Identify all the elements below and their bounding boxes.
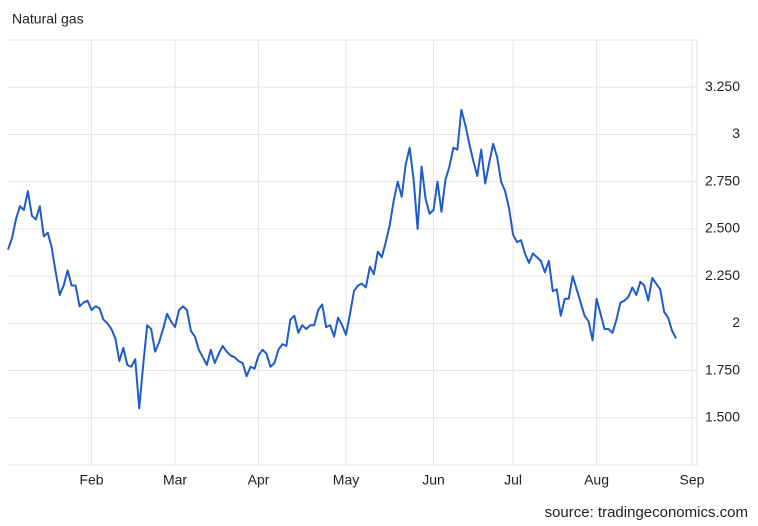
x-tick-label: Feb (79, 472, 103, 488)
x-tick-label: Jun (422, 472, 445, 488)
x-tick-label: Jul (504, 472, 522, 488)
y-tick-label: 2.250 (705, 267, 740, 283)
y-tick-label: 3 (732, 125, 740, 141)
y-tick-label: 2 (732, 314, 740, 330)
source-note: source: tradingeconomics.com (545, 504, 748, 521)
x-tick-label: Apr (248, 472, 270, 488)
y-tick-label: 3.250 (705, 78, 740, 94)
x-tick-label: Aug (584, 472, 609, 488)
y-tick-label: 1.750 (705, 361, 740, 377)
x-tick-label: Mar (163, 472, 187, 488)
x-tick-label: Sep (680, 472, 705, 488)
y-tick-label: 2.750 (705, 172, 740, 188)
x-tick-label: May (333, 472, 359, 488)
y-tick-label: 2.500 (705, 220, 740, 236)
data-line (7, 108, 677, 410)
chart-title: Natural gas (12, 11, 84, 27)
y-tick-label: 1.500 (705, 408, 740, 424)
